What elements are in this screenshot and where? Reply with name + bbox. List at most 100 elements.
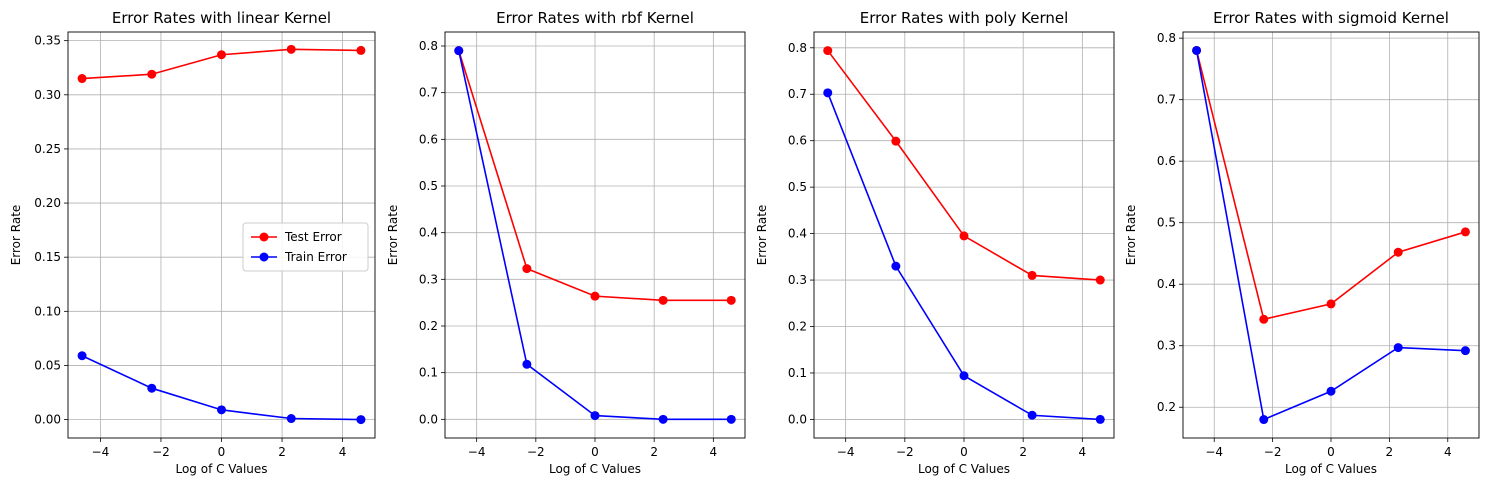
x-tick-label: −4 <box>468 445 486 459</box>
data-point <box>823 88 833 98</box>
legend: Test Error Train Error <box>242 222 369 272</box>
y-tick-label: 0.8 <box>419 39 438 53</box>
data-point <box>77 351 87 361</box>
chart-title: Error Rates with sigmoid Kernel <box>1213 9 1449 27</box>
y-tick-label: 0.0 <box>788 412 807 426</box>
y-axis-label: Error Rate <box>386 205 400 266</box>
data-point <box>891 261 901 271</box>
data-point <box>1393 247 1403 257</box>
y-axis-label: Error Rate <box>1124 205 1138 266</box>
y-tick-label: 0.25 <box>34 142 61 156</box>
y-axis-label: Error Rate <box>755 205 769 266</box>
subplot-3: −4 −2 0 2 4 0.0 0.1 0.2 0.3 0.4 0.5 0.6 0.7 0.8 Error … <box>755 9 1115 476</box>
data-point <box>1460 346 1470 356</box>
data-point <box>217 405 226 415</box>
x-tick-label: −2 <box>152 445 170 459</box>
data-point <box>1095 275 1105 285</box>
data-point <box>286 44 296 54</box>
legend-swatch-marker <box>259 232 269 242</box>
data-point <box>823 46 833 56</box>
data-point <box>1460 227 1470 237</box>
y-tick-label: 0.1 <box>788 366 807 380</box>
y-tick-label: 0.3 <box>1157 339 1176 353</box>
data-point <box>590 291 600 301</box>
subplot-1: −4 −2 0 2 4 0.00 0.05 0.10 0.15 0.20 0.25 0.30 0.35 E… <box>9 9 376 476</box>
data-point <box>590 411 600 421</box>
x-tick-label: −2 <box>527 445 545 459</box>
legend-box <box>242 222 369 272</box>
x-axis-label: Log of C Values <box>918 462 1010 476</box>
y-tick-label: 0.4 <box>1157 277 1176 291</box>
data-point <box>1027 270 1037 280</box>
data-point <box>77 74 87 84</box>
x-tick-label: 0 <box>1327 445 1335 459</box>
x-tick-label: 0 <box>591 445 599 459</box>
data-point <box>147 383 157 393</box>
legend-swatch-marker <box>259 252 269 262</box>
x-tick-label: 0 <box>218 445 226 459</box>
chart-title: Error Rates with linear Kernel <box>112 9 331 27</box>
legend-label: Train Error <box>284 250 347 264</box>
axes-frame <box>444 31 746 439</box>
y-tick-label: 0.05 <box>34 358 61 372</box>
y-tick-label: 0.5 <box>419 179 438 193</box>
subplot-2: −4 −2 0 2 4 0.0 0.1 0.2 0.3 0.4 0.5 0.6 0.7 0.8 Error … <box>386 9 746 476</box>
subplot-4: −4 −2 0 2 4 0.2 0.3 0.4 0.5 0.6 0.7 0.8 Error Rates … <box>1124 9 1480 476</box>
x-tick-label: −4 <box>1205 445 1223 459</box>
data-point <box>286 414 296 424</box>
x-tick-label: 2 <box>278 445 286 459</box>
data-point <box>726 414 736 424</box>
legend-label: Test Error <box>284 230 342 244</box>
y-tick-label: 0.20 <box>34 196 61 210</box>
data-point <box>147 69 157 79</box>
data-point <box>1393 343 1403 353</box>
y-tick-label: 0.6 <box>419 132 438 146</box>
x-tick-label: −2 <box>1264 445 1282 459</box>
x-tick-label: 2 <box>650 445 658 459</box>
data-point <box>891 136 901 146</box>
y-tick-label: 0.4 <box>788 227 807 241</box>
y-tick-label: 0.2 <box>419 319 438 333</box>
data-point <box>454 46 464 56</box>
y-axis-label: Error Rate <box>9 205 23 266</box>
y-tick-label: 0.4 <box>419 226 438 240</box>
x-tick-label: 4 <box>1444 445 1452 459</box>
x-tick-label: −4 <box>837 445 855 459</box>
data-point <box>1095 414 1105 424</box>
x-tick-label: 4 <box>339 445 347 459</box>
y-tick-label: 0.5 <box>1157 216 1176 230</box>
x-tick-label: 2 <box>1019 445 1027 459</box>
data-point <box>726 295 736 305</box>
data-point <box>356 45 366 55</box>
data-point <box>1192 45 1202 55</box>
data-point <box>1326 299 1336 309</box>
data-point <box>959 371 969 381</box>
y-tick-label: 0.6 <box>788 134 807 148</box>
y-tick-label: 0.10 <box>34 304 61 318</box>
x-axis-label: Log of C Values <box>549 462 641 476</box>
data-point <box>1027 410 1037 420</box>
y-tick-label: 0.00 <box>34 413 61 427</box>
x-tick-label: 2 <box>1386 445 1394 459</box>
y-tick-label: 0.7 <box>419 86 438 100</box>
y-tick-label: 0.7 <box>788 87 807 101</box>
chart-title: Error Rates with rbf Kernel <box>496 9 694 27</box>
data-point <box>356 415 366 425</box>
y-tick-label: 0.0 <box>419 412 438 426</box>
y-tick-label: 0.2 <box>788 320 807 334</box>
x-tick-label: 0 <box>960 445 968 459</box>
x-tick-label: 4 <box>1079 445 1087 459</box>
x-axis-label: Log of C Values <box>175 462 267 476</box>
data-point <box>522 264 532 274</box>
y-tick-label: 0.2 <box>1157 400 1176 414</box>
y-tick-label: 0.35 <box>34 34 61 48</box>
y-tick-label: 0.8 <box>788 41 807 55</box>
x-tick-label: −2 <box>896 445 914 459</box>
data-point <box>217 50 226 60</box>
y-tick-label: 0.3 <box>419 272 438 286</box>
y-tick-label: 0.15 <box>34 250 61 264</box>
x-tick-label: 4 <box>710 445 718 459</box>
data-point <box>959 231 969 241</box>
y-tick-label: 0.5 <box>788 180 807 194</box>
